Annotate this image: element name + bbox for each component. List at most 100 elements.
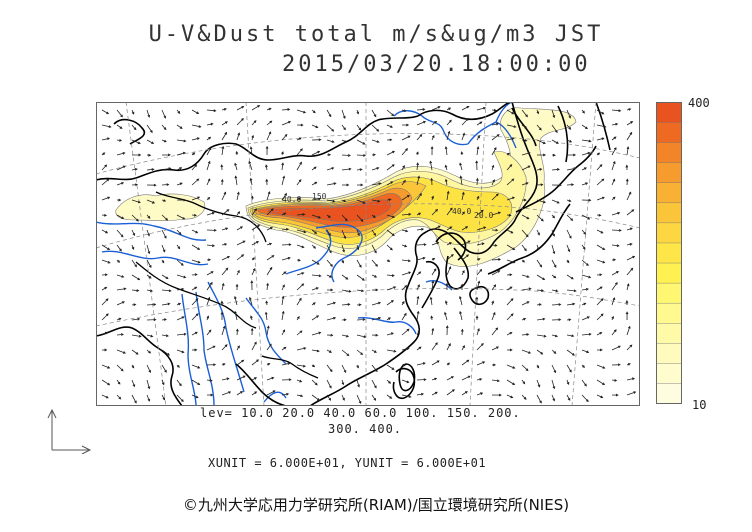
wind-vector [311,124,319,129]
wind-vector [476,195,480,201]
wind-vector [311,166,317,171]
wind-vector [221,391,232,396]
wind-vector [521,244,527,252]
wind-vector [491,108,497,112]
wind-vector [625,299,629,306]
wind-vector [206,178,211,186]
wind-vector [386,138,393,142]
wind-vector [521,379,526,385]
wind-vector [206,136,212,141]
wind-vector [221,108,227,111]
wind-vector [146,349,152,354]
svg-text:150: 150 [312,192,327,201]
wind-vector-field [101,105,637,404]
wind-vector [326,199,336,203]
wind-vector [251,241,260,246]
wind-vector [207,393,214,397]
wind-vector [536,364,540,369]
wind-vector [611,393,619,397]
wind-vector [416,133,423,141]
wind-vector [311,379,318,386]
wind-vector [116,124,123,129]
legend-frame [656,102,682,404]
wind-vector [356,154,367,157]
copyright-credit: ©九州大学応用力学研究所(RIAM)/国立環境研究所(NIES) [182,496,570,514]
wind-vector [341,303,351,306]
wind-vector [536,183,544,187]
wind-vector [386,317,391,321]
wind-vector [221,377,230,381]
wind-vector [506,178,515,186]
wind-vector [491,179,495,186]
wind-vector [311,150,321,156]
wind-vector [101,286,108,291]
wind-vector [581,259,589,266]
wind-vector [491,243,498,247]
wind-vector [161,259,165,264]
wind-vector [161,167,172,171]
wind-vector [296,272,305,276]
wind-vector [461,254,470,261]
wind-vector [146,199,156,204]
wind-vector [551,334,559,338]
wind-vector [146,334,154,338]
wind-vector [491,270,501,276]
wind-vector [356,349,364,356]
wind-vector [566,318,572,322]
wind-vector [101,298,109,306]
wind-vector [191,298,199,306]
wind-vector [161,379,165,386]
wind-vector [386,300,394,306]
wind-vector [536,229,540,236]
wind-vector [566,124,572,130]
wind-vector [460,151,464,156]
wind-vector [191,109,200,114]
wind-vector [326,109,332,118]
wind-vector [521,333,530,336]
wind-vector [146,303,157,306]
wind-vector [416,310,420,321]
wind-vector [444,311,448,321]
wind-vector [326,379,332,389]
wind-vector [249,177,253,186]
wind-vector [281,310,285,321]
wind-vector [206,109,217,113]
wind-vector [131,303,137,307]
wind-vector [326,316,337,321]
wind-vector [131,244,135,250]
wind-vector [461,240,471,246]
wind-vector [551,214,556,219]
wind-vector [491,311,496,321]
wind-vector [596,364,606,369]
wind-vector [626,227,633,231]
projection-gridlines [96,102,640,406]
wind-vector [537,153,547,157]
wind-vector [341,394,345,401]
wind-vector [476,135,480,141]
wind-vector [281,256,291,261]
wind-vector [401,363,406,367]
wind-vector [506,137,515,141]
wind-vector [131,334,142,338]
wind-vector [281,228,290,231]
wind-vector [461,345,465,351]
wind-vector [431,342,438,351]
wind-vector [371,109,377,118]
wind-vector [581,244,586,250]
wind-vector [101,124,112,128]
wind-vector [326,244,332,254]
wind-vector [236,345,240,351]
wind-vector [131,124,137,131]
wind-vector [176,214,186,220]
wind-vector [311,229,318,234]
wind-vector [206,244,216,248]
wind-vector [581,229,587,235]
wind-vector [191,137,200,141]
wind-vector [327,288,334,292]
wind-vector [611,178,616,186]
wind-vector [266,363,271,366]
wind-vector [296,379,303,383]
wind-vector [401,148,408,156]
chart-timestamp: 2015/03/20.18:00:00 [282,52,591,77]
wind-vector [221,121,228,126]
